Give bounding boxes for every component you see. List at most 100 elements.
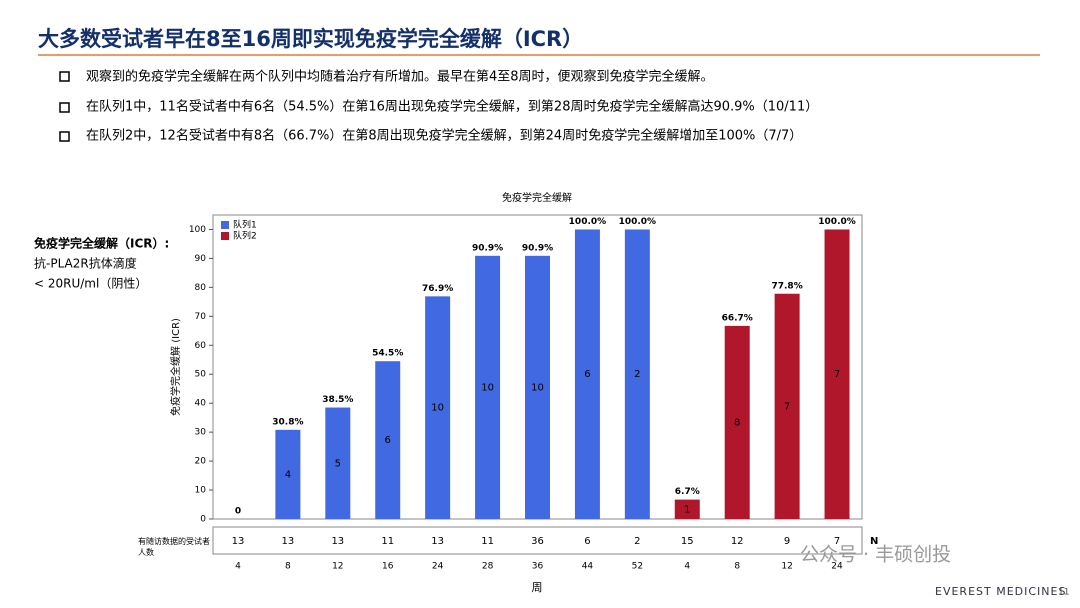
x-tick-label: 16 [382,562,394,572]
responder-count: 1 [684,504,690,515]
n-value: 13 [331,536,344,547]
y-tick-label: 60 [195,341,207,351]
y-axis-label: 免疫学完全缓解 (ICR) [169,318,182,416]
n-value: 2 [634,536,640,547]
watermark: 公众号 · 丰硕创投 [800,544,951,566]
bullet-box [59,131,70,142]
n-title: 有随访数据的受试者人数 [138,537,210,557]
legend-label: 队列2 [233,230,257,242]
side-note-line: < 20RU/ml（阴性） [34,277,147,291]
n-value: 13 [431,536,444,547]
value-label: 0 [235,507,241,517]
n-title-box: 有随访数据的受试者人数 [138,537,210,557]
n-value: 7 [834,536,840,547]
value-label: 90.9% [472,243,503,253]
x-tick-label: 28 [482,562,494,572]
n-value: 12 [731,536,744,547]
y-tick-label: 30 [195,428,207,438]
responder-count: 6 [385,435,391,446]
bullet-box [59,71,70,82]
y-tick-label: 50 [195,370,207,380]
y-tick-label: 20 [195,457,207,467]
value-label: 30.8% [272,417,303,427]
responder-count: 10 [481,382,494,393]
bar [425,296,451,519]
bullet: 在队列2中，12名受试者中有8名（66.7%）在第8周出现免疫学完全缓解，到第2… [86,128,802,144]
responder-count: 8 [734,417,740,428]
legend-label: 队列1 [233,219,257,231]
side-note-title: 免疫学完全缓解（ICR）: [34,236,169,251]
value-label: 100.0% [569,217,607,227]
bar [674,499,700,519]
x-tick-label: 12 [332,562,343,572]
y-tick-label: 90 [195,254,207,264]
y-tick-label: 100 [189,225,206,235]
y-tick-label: 0 [200,515,206,525]
bar [375,361,401,519]
x-tick-label: 52 [632,562,643,572]
n-value: 15 [681,536,694,547]
bullet-box [59,102,70,113]
value-label: 6.7% [675,487,700,497]
bar [574,229,600,519]
bullet: 在队列1中，11名受试者中有6名（54.5%）在第16周出现免疫学完全缓解，到第… [86,99,818,115]
x-tick-label: 24 [432,562,444,572]
legend-swatch [221,221,229,229]
footer-company: EVEREST MEDICINES [935,585,1066,598]
n-value: 11 [381,536,394,547]
bar [325,407,351,519]
n-label: N [870,536,878,547]
value-label: 66.7% [722,313,753,323]
responder-count: 10 [531,382,544,393]
x-tick-label: 12 [781,562,792,572]
responder-count: 4 [285,469,291,480]
n-value: 13 [282,536,295,547]
value-label: 90.9% [522,243,553,253]
n-value: 13 [232,536,245,547]
n-table [212,526,863,555]
y-tick-label: 70 [195,312,207,322]
bar [824,229,850,519]
x-tick-label: 8 [734,562,740,572]
responder-count: 6 [584,369,590,380]
value-label: 76.9% [422,284,453,294]
n-value: 9 [784,536,790,547]
value-label: 100.0% [619,217,657,227]
value-label: 54.5% [372,349,403,359]
x-tick-label: 44 [582,562,594,572]
value-label: 38.5% [322,395,353,405]
y-tick-label: 40 [195,399,207,409]
n-value: 11 [481,536,494,547]
x-axis-label: 周 [532,581,543,594]
bar [774,293,800,519]
bar [525,255,550,519]
value-label: 100.0% [818,217,856,227]
y-tick-label: 10 [195,486,207,496]
value-label: 77.8% [771,281,802,291]
chart-title: 免疫学完全缓解 [502,191,572,204]
x-tick-label: 36 [532,562,544,572]
n-value: 36 [531,536,544,547]
x-tick-label: 4 [684,562,690,572]
page-number: 11 [1058,588,1069,598]
bar [475,255,501,519]
responder-count: 2 [634,369,640,380]
slide-title: 大多数受试者早在8至16周即实现免疫学完全缓解（ICR） [38,27,583,51]
x-tick-label: 8 [285,562,291,572]
responder-count: 10 [431,403,444,414]
legend-swatch [221,232,229,240]
bar [624,229,650,519]
side-note-line: 抗-PLA2R抗体滴度 [34,256,137,271]
x-tick-label: 24 [831,562,843,572]
bullet: 观察到的免疫学完全缓解在两个队列中均随着治疗有所增加。最早在第4至8周时，便观察… [86,69,714,85]
bar [724,325,750,519]
responder-count: 7 [834,369,840,380]
responder-count: 5 [335,458,341,469]
y-tick-label: 80 [195,283,207,293]
x-tick-label: 4 [235,562,241,572]
bar [275,429,301,519]
responder-count: 7 [784,401,790,412]
n-value: 6 [584,536,590,547]
